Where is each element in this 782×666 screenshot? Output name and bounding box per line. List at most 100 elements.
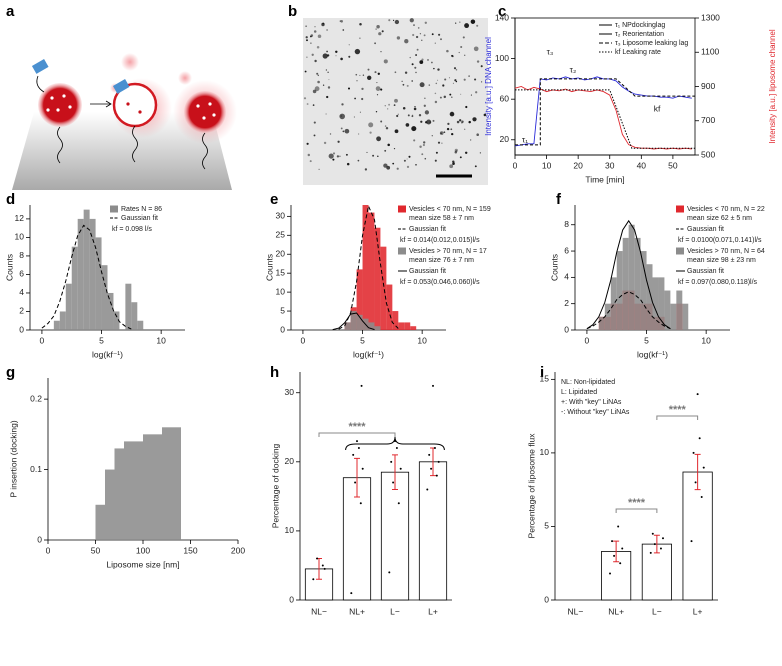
annotation: τ₃ — [547, 46, 554, 56]
data-point — [619, 562, 622, 565]
y-tick-label: 10 — [285, 525, 295, 535]
y2-tick-label: 500 — [701, 149, 715, 159]
y-tick-label: 6 — [564, 245, 569, 255]
histogram-bar — [652, 277, 659, 330]
speckle — [419, 33, 422, 35]
speckle — [313, 134, 316, 137]
speckle — [447, 122, 450, 126]
speckle — [433, 67, 435, 70]
y-axis-label: Counts — [549, 254, 559, 281]
speckle — [356, 80, 358, 82]
x-tick-label: 0 — [513, 160, 518, 170]
speckle — [419, 145, 422, 148]
speckle — [348, 44, 350, 46]
speckle — [313, 30, 317, 33]
histogram-bar — [356, 269, 363, 330]
fit-line — [515, 78, 695, 146]
speckle — [473, 46, 479, 52]
y-tick-label: 0.2 — [30, 393, 42, 403]
fit-rate: kf = 0.0100(0.071,0.141)l/s — [678, 237, 762, 244]
data-point — [700, 496, 703, 499]
speckle — [305, 36, 308, 39]
panel-label: b — [288, 3, 297, 20]
data-point — [360, 384, 363, 387]
histogram-bar — [410, 326, 417, 330]
histogram-bar — [646, 264, 653, 330]
histogram-bar — [95, 237, 102, 330]
speckle — [462, 36, 465, 39]
data-point — [611, 540, 614, 543]
speckle — [472, 117, 477, 122]
speckle — [403, 159, 406, 162]
x-axis-label: log(kf⁻¹) — [637, 349, 668, 359]
y-tick-label: 0 — [19, 324, 24, 334]
histogram-bar — [404, 322, 411, 330]
x-tick-label: 50 — [668, 160, 678, 170]
speckle — [443, 131, 446, 134]
legend-label: τ₃ Liposome leaking lag — [615, 40, 688, 47]
speckle — [434, 100, 438, 104]
speckle — [361, 87, 364, 91]
histogram-bar — [640, 251, 647, 330]
speckle — [461, 121, 463, 124]
speckle — [357, 159, 360, 162]
fit-rate: kf = 0.098 l/s — [112, 226, 152, 233]
y-tick-label: 12 — [15, 213, 25, 223]
speckle — [306, 56, 308, 58]
speckle — [376, 136, 382, 142]
speckle — [325, 69, 328, 71]
speckle — [405, 123, 410, 127]
speckle — [385, 126, 389, 130]
speckle — [440, 38, 442, 41]
data-point — [426, 488, 429, 491]
speckle — [326, 95, 329, 99]
speckle — [423, 34, 426, 37]
y-tick-label: 140 — [495, 12, 509, 22]
histogram-bar — [392, 311, 399, 330]
legend-note: +: With "key" LiNAs — [561, 399, 622, 406]
histogram-bar — [137, 320, 144, 330]
data-point — [621, 547, 624, 550]
speckle — [394, 71, 397, 74]
speckle — [318, 168, 320, 171]
speckle — [413, 139, 416, 142]
speckle — [364, 168, 368, 171]
speckle — [402, 83, 405, 86]
speckle — [461, 120, 464, 123]
speckle — [387, 108, 389, 110]
speckle — [374, 71, 377, 74]
speckle — [384, 105, 386, 107]
histogram-bar — [344, 322, 351, 330]
speckle — [358, 133, 360, 135]
legend-label: Rates N = 86 — [121, 206, 162, 213]
speckle — [397, 113, 399, 115]
histogram-bar — [676, 290, 683, 330]
x-tick-label: 0 — [40, 335, 45, 345]
data-point — [392, 481, 395, 484]
speckle — [434, 92, 437, 95]
speckle — [375, 28, 377, 30]
speckle — [453, 162, 455, 164]
y-tick-label: 0 — [289, 594, 294, 604]
significance-bracket — [318, 432, 396, 437]
histogram-bar — [398, 322, 405, 330]
y-tick-label: 0 — [544, 594, 549, 604]
histogram-bar — [616, 251, 623, 330]
y-tick-label: 20 — [276, 248, 286, 258]
speckle — [437, 141, 441, 144]
speckle — [421, 153, 424, 156]
speckle — [408, 155, 411, 158]
speckle — [427, 58, 429, 61]
speckle — [362, 74, 365, 76]
speckle — [411, 126, 417, 132]
speckle — [474, 78, 477, 81]
legend-note: mean size 98 ± 23 nm — [687, 257, 756, 264]
panel-label: f — [556, 191, 562, 208]
error-bar — [613, 540, 620, 563]
histogram-bar — [83, 209, 90, 330]
speckle — [419, 60, 424, 64]
speckle — [383, 59, 388, 64]
x-tick-label: L− — [652, 606, 662, 616]
speckle — [414, 106, 416, 108]
speckle — [441, 142, 443, 144]
